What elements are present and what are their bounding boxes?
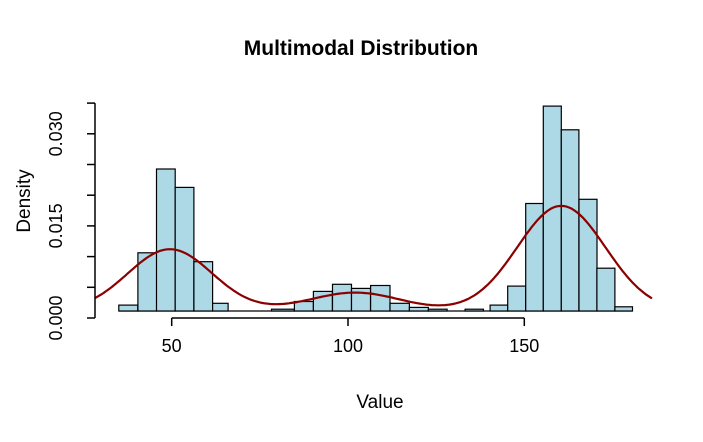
y-tick-label: 0.000 (46, 295, 66, 340)
y-tick-label: 0.015 (46, 203, 66, 248)
histogram-bar (118, 304, 139, 312)
histogram-bar (596, 267, 616, 312)
histogram-bar (155, 168, 176, 312)
x-axis-label: Value (356, 392, 403, 413)
histogram-bar (614, 306, 634, 312)
histogram-bar (427, 308, 448, 312)
chart-title: Multimodal Distribution (244, 37, 478, 60)
histogram-bars (118, 105, 634, 312)
histogram-bar (464, 308, 485, 312)
histogram-bar (578, 198, 598, 312)
histogram-bar (212, 302, 229, 312)
y-axis-label: Density (14, 169, 35, 233)
x-tick-label: 100 (333, 336, 363, 356)
histogram-bar (270, 308, 295, 312)
y-axis: 0.000 0.015 0.030 (46, 102, 96, 341)
histogram-bar (389, 302, 410, 312)
y-tick-label: 0.030 (46, 111, 66, 156)
x-tick-label: 150 (509, 336, 539, 356)
histogram-bar (560, 129, 580, 312)
histogram-bar (193, 261, 214, 312)
histogram-bar (331, 283, 353, 312)
histogram-bar (489, 304, 509, 312)
x-axis: 50 100 150 (162, 317, 539, 356)
histogram-bar (525, 202, 544, 312)
histogram-bar (370, 284, 391, 312)
density-curve (94, 204, 653, 307)
x-tick-label: 50 (162, 336, 182, 356)
histogram-bar (507, 285, 527, 312)
density-curve-line (94, 204, 653, 307)
histogram-bar (408, 306, 429, 312)
